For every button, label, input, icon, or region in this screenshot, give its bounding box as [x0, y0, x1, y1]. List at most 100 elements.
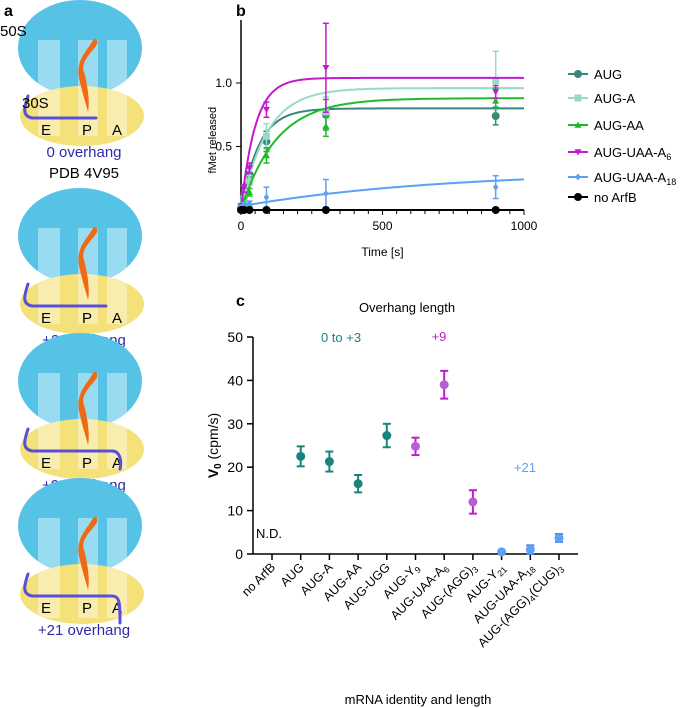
data-point [262, 132, 270, 140]
group-label-0-to-3: 0 to +3 [321, 330, 361, 345]
fit-curve [240, 76, 524, 211]
y-tick-label: 50 [227, 329, 243, 345]
legend-label: AUG [594, 67, 622, 82]
data-point [491, 206, 500, 214]
panel-label-a: a [4, 3, 13, 20]
label-30s: 30S [22, 95, 49, 112]
data-point-group [353, 474, 363, 494]
legend-marker [574, 121, 582, 128]
legend-marker [574, 94, 582, 102]
x-tick-label: 1000 [511, 219, 538, 233]
y-axis-label: V0 (cpm/s) [205, 413, 224, 478]
legend-label: AUG-UAA-A6 [594, 145, 671, 162]
trna-site-A [107, 373, 127, 469]
site-label-A: A [112, 310, 122, 327]
legend-marker [575, 173, 581, 181]
site-label-A: A [112, 455, 122, 472]
group-label-9: +9 [432, 329, 447, 344]
trna-site-E [38, 228, 60, 324]
trna-site-E [38, 518, 60, 618]
data-point-group [296, 445, 306, 468]
data-point [262, 206, 271, 214]
y-tick-label: 20 [227, 459, 243, 475]
ribbon-diagram: EPA+9 overhang [18, 333, 144, 494]
large-subunit-50s [18, 478, 142, 574]
nd-annotation: N.D. [256, 526, 282, 541]
x-tick-label: 0 [238, 219, 245, 233]
data-point [262, 106, 270, 114]
small-subunit-30s [20, 86, 144, 146]
y-tick-label: 10 [227, 503, 243, 519]
panel-c: c Overhang length 0 10 20 30 40 50 V0 (cpm/s) no … [205, 293, 578, 707]
site-label-P: P [82, 122, 92, 139]
data-point [262, 151, 270, 159]
label-50s: 50S [0, 23, 27, 40]
x-axis-label: mRNA identity and length [345, 692, 492, 707]
y-axis-label: fMet released [207, 107, 219, 174]
overhang-caption: +21 overhang [38, 622, 130, 639]
data-point-group [439, 369, 449, 400]
site-label-A: A [112, 122, 122, 139]
legend-label: AUG-AA [594, 118, 644, 133]
y-tick-label: 0.5 [215, 140, 232, 154]
data-point [241, 201, 247, 209]
data-point-group [324, 450, 334, 473]
site-label-E: E [41, 310, 51, 327]
data-point [245, 206, 254, 214]
panel-label-c: c [236, 293, 245, 310]
trna-shape [78, 517, 98, 590]
series-no-arfb [237, 206, 524, 214]
data-point [245, 188, 253, 196]
site-label-E: E [41, 455, 51, 472]
y-tick-label: 40 [227, 372, 243, 388]
trna-site-A [107, 228, 127, 324]
data-point [245, 165, 253, 172]
series-aug [237, 98, 524, 212]
data-point [492, 183, 499, 191]
trna-site-A [107, 40, 127, 136]
data-point [492, 97, 500, 104]
fit-curve [240, 107, 524, 211]
small-subunit-30s [20, 419, 144, 479]
data-point-group [497, 547, 507, 557]
trna-site-E [38, 40, 60, 136]
data-point [492, 76, 500, 84]
data-point [525, 545, 535, 555]
data-point [240, 185, 248, 192]
x-tick-label: no ArfB [239, 560, 278, 599]
data-point [382, 431, 392, 441]
legend-entry: no ArfB [568, 190, 637, 205]
group-label-21: +21 [514, 460, 536, 475]
data-point [322, 122, 330, 129]
mrna-strand [23, 282, 108, 308]
legend-marker [574, 193, 582, 201]
data-point-group [411, 436, 420, 457]
data-point [322, 64, 330, 72]
data-point [239, 206, 248, 214]
ribbon-diagram: E P A 0 overhang PDB 4V95 50S 30S [0, 0, 144, 182]
panel-label-b: b [236, 3, 246, 20]
trna-shape [78, 39, 98, 112]
trna-site-A [107, 518, 127, 618]
trna-shape [78, 372, 98, 445]
data-point-group [382, 422, 392, 449]
y-tick-label: 30 [227, 416, 243, 432]
data-point [324, 457, 334, 467]
legend-entry: AUG-A [568, 91, 636, 106]
legend-label: AUG-A [594, 91, 636, 106]
fit-curve [240, 178, 525, 208]
legend-entry: AUG-AA [568, 118, 644, 133]
data-point [492, 89, 500, 96]
data-point [323, 189, 329, 197]
legend-entry: AUG-UAA-A6 [568, 145, 671, 162]
chart-title: Overhang length [359, 300, 455, 315]
data-point [353, 479, 363, 489]
ribbon-diagram: E P A +21 overhang [18, 478, 144, 639]
data-point [497, 547, 507, 557]
site-label-P: P [82, 455, 92, 472]
ribbon-diagram: EPA+2 overhang [18, 188, 144, 349]
legend-label: AUG-UAA-A18 [594, 170, 676, 187]
